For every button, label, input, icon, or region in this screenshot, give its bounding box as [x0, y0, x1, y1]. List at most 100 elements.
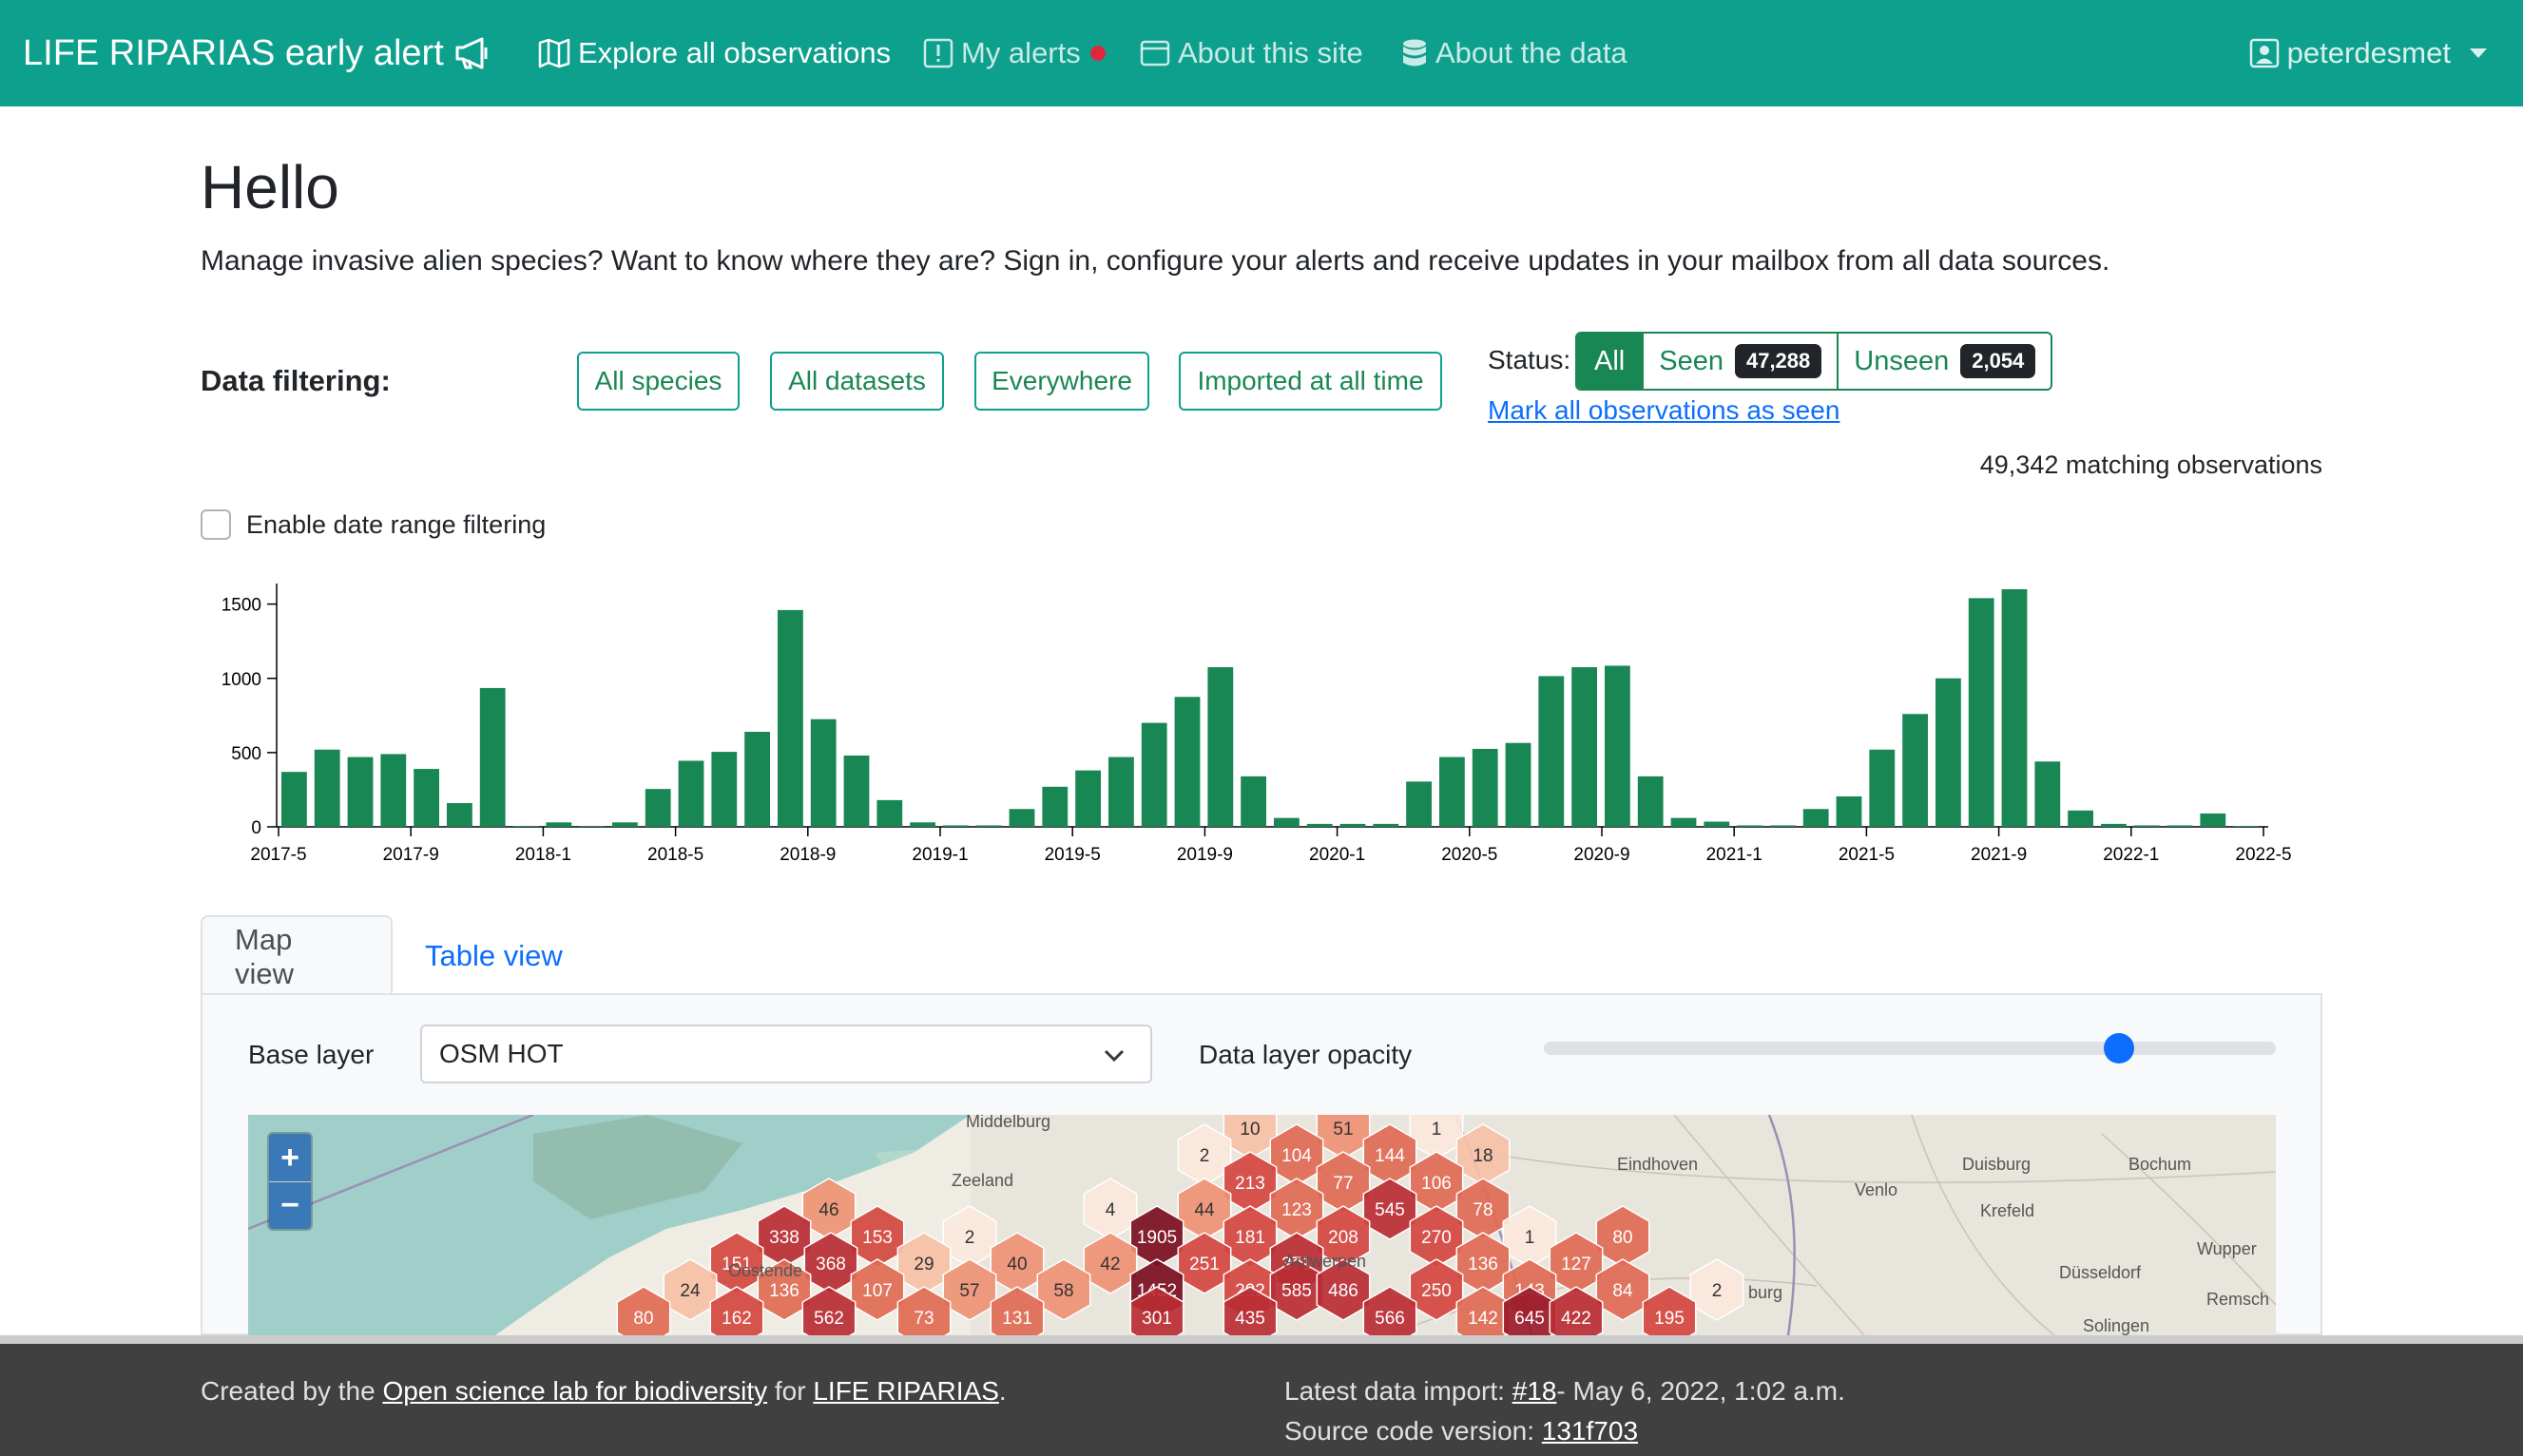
import-date-filter-button[interactable]: Imported at all time	[1179, 352, 1442, 411]
histogram-bar	[711, 752, 738, 827]
hexbin-count: 77	[1333, 1174, 1353, 1194]
date-range-checkbox[interactable]	[201, 509, 231, 540]
hexbin-count: 251	[1189, 1255, 1220, 1274]
hexbin-cell[interactable]	[616, 1286, 671, 1335]
status-all-button[interactable]: All	[1577, 334, 1643, 389]
hexbin-count: 486	[1328, 1281, 1358, 1301]
nav-about-site[interactable]: About this site	[1140, 0, 1363, 106]
brand-label: LIFE RIPARIAS early alert	[23, 32, 444, 73]
histogram-bar	[1968, 598, 1994, 827]
hexbin-cell[interactable]	[1316, 1258, 1371, 1321]
hexbin-count: 2	[965, 1228, 975, 1248]
observations-map[interactable]: 10 51 1 2 104 144 18 213 77 106 4 44 123 545 78 46 338 15…	[248, 1115, 2276, 1335]
footer-credits: Created by the Open science lab for biod…	[201, 1376, 1007, 1407]
hexbin-cell[interactable]	[990, 1286, 1045, 1335]
histogram-bar	[1670, 817, 1697, 827]
opacity-slider-thumb[interactable]	[2104, 1033, 2134, 1063]
username: peterdesmet	[2286, 36, 2451, 69]
histogram-bar	[1836, 795, 1862, 827]
histogram-bar	[1737, 825, 1762, 827]
area-filter-button[interactable]: Everywhere	[974, 352, 1149, 411]
histogram-bar	[810, 718, 837, 827]
histogram-bar	[1770, 825, 1796, 827]
tab-map-view[interactable]: Map view	[201, 915, 393, 996]
y-tick-label: 0	[251, 818, 261, 838]
import-link[interactable]: #18	[1512, 1376, 1557, 1406]
hexbin-cell[interactable]	[1642, 1286, 1697, 1335]
base-layer-value: OSM HOT	[439, 1039, 564, 1068]
brand[interactable]: LIFE RIPARIAS early alert	[23, 0, 491, 106]
nav-my-alerts[interactable]: My alerts	[923, 0, 1106, 106]
nav-about-data[interactable]: About the data	[1401, 0, 1627, 106]
status-seen-button[interactable]: Seen 47,288	[1642, 334, 1838, 389]
hexbin-cell[interactable]	[1549, 1286, 1604, 1335]
hexbin-cell[interactable]	[1689, 1258, 1744, 1321]
histogram-bar	[2133, 825, 2160, 827]
hexbin-cell[interactable]	[663, 1258, 718, 1321]
status-toggle-group: All Seen 47,288 Unseen 2,054	[1575, 332, 2053, 391]
hexbin-cell[interactable]	[709, 1286, 764, 1335]
hexbin-count: 40	[1007, 1255, 1027, 1274]
hexbin-count: 136	[1468, 1255, 1498, 1274]
zoom-in-button[interactable]: +	[269, 1134, 311, 1181]
hexbin-cell[interactable]	[757, 1258, 812, 1321]
histogram-bar	[1406, 781, 1432, 827]
datasets-filter-button[interactable]: All datasets	[770, 352, 944, 411]
hexbin-cell[interactable]	[1036, 1258, 1091, 1321]
hexbin-count: 338	[769, 1228, 799, 1248]
histogram-bar	[512, 826, 539, 827]
histogram-bar	[1902, 714, 1928, 827]
hexbin-cell[interactable]	[1129, 1286, 1184, 1335]
hexbin-cell[interactable]	[850, 1258, 905, 1321]
base-layer-select[interactable]: OSM HOT	[420, 1025, 1152, 1083]
user-menu[interactable]: peterdesmet	[2249, 0, 2487, 106]
opacity-slider-track[interactable]	[1544, 1042, 2276, 1055]
hexbin-count: 10	[1240, 1120, 1260, 1140]
mark-all-seen-link[interactable]: Mark all observations as seen	[1488, 395, 1840, 425]
histogram-bar	[1009, 809, 1035, 827]
hexbin-cell[interactable]	[1362, 1178, 1417, 1240]
hexbin-cell[interactable]	[801, 1286, 857, 1335]
hexbin-cell[interactable]	[896, 1286, 952, 1335]
histogram-bar	[1274, 817, 1300, 827]
species-filter-button[interactable]: All species	[577, 352, 740, 411]
hexbin-cell[interactable]	[1223, 1286, 1278, 1335]
hexbin-cell[interactable]	[1595, 1258, 1650, 1321]
place-label: Antwerpen	[1284, 1252, 1366, 1271]
notification-dot	[1089, 46, 1106, 61]
place-label: Eindhoven	[1617, 1155, 1698, 1174]
hexbin-cell[interactable]	[942, 1258, 997, 1321]
hexbin-cell[interactable]	[1083, 1232, 1138, 1294]
intro-text: Manage invasive alien species? Want to k…	[201, 245, 2110, 277]
org-link[interactable]: Open science lab for biodiversity	[382, 1376, 768, 1406]
nav-explore-observations[interactable]: Explore all observations	[538, 0, 891, 106]
place-label: Düsseldorf	[2059, 1263, 2142, 1282]
import-date: - May 6, 2022, 1:02 a.m.	[1556, 1376, 1845, 1406]
status-label: Status:	[1488, 345, 1571, 374]
date-range-checkbox-row[interactable]: Enable date range filtering	[201, 509, 546, 540]
hexbin-count: 131	[1002, 1309, 1032, 1329]
hexbin-count: 368	[816, 1255, 846, 1274]
hexbin-count: 1905	[1137, 1228, 1177, 1248]
zoom-out-button[interactable]: −	[269, 1181, 311, 1229]
status-unseen-button[interactable]: Unseen 2,054	[1837, 334, 2051, 389]
top-navbar: LIFE RIPARIAS early alert Explore all ob…	[0, 0, 2523, 106]
x-tick-label: 2019-1	[912, 845, 968, 865]
histogram-bar	[678, 760, 704, 827]
hexbin-count: 78	[1473, 1200, 1493, 1220]
hexbin-cell[interactable]	[1409, 1258, 1464, 1321]
histogram-bar	[1802, 809, 1829, 827]
project-link[interactable]: LIFE RIPARIAS	[813, 1376, 999, 1406]
tab-table-view[interactable]: Table view	[425, 938, 563, 972]
hexbin-cell[interactable]	[1362, 1286, 1417, 1335]
histogram-bar	[1571, 667, 1597, 827]
histogram-bar	[414, 769, 439, 827]
footer: Created by the Open science lab for biod…	[0, 1335, 2523, 1456]
hexbin-count: 123	[1281, 1200, 1312, 1220]
hexbin-cell[interactable]	[1177, 1232, 1232, 1294]
hexbin-count: 270	[1421, 1228, 1452, 1248]
histogram-bar	[1505, 742, 1531, 827]
source-link[interactable]: 131f703	[1541, 1416, 1639, 1446]
